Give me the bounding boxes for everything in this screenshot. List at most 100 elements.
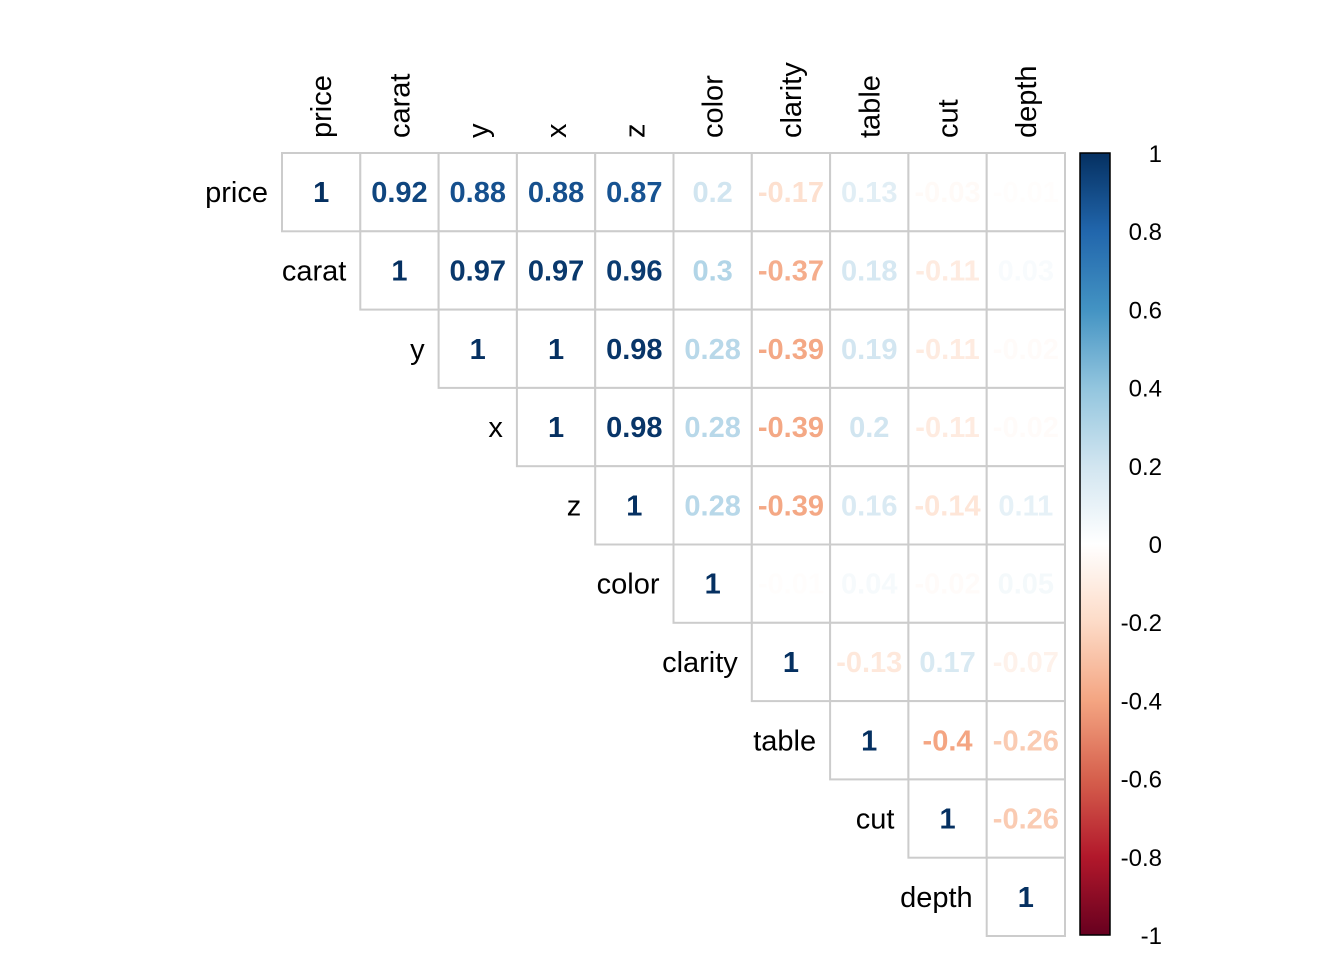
correlation-cells: 1 0.92 0.88 0.88 0.87 0.2 -0.17 0.13 -0.03 -0.01 1…	[281, 152, 1067, 938]
cell-value-price-x: 0.88	[528, 177, 584, 209]
cell-table-table	[829, 700, 910, 781]
cell-carat-y	[437, 230, 518, 311]
cell-value-cut-depth: -0.26	[993, 804, 1059, 836]
cell-value-color-cut: -0.02	[914, 569, 980, 601]
column-label-y: y	[463, 123, 495, 138]
cell-price-carat	[359, 152, 440, 233]
cell-value-carat-clarity: -0.37	[758, 255, 824, 287]
cell-value-y-cut: -0.11	[915, 334, 980, 366]
cell-carat-carat	[359, 230, 440, 311]
cell-value-x-depth: -0.02	[993, 412, 1059, 444]
cell-value-y-y: 1	[470, 334, 486, 366]
cell-value-x-z: 0.98	[606, 412, 662, 444]
legend-tick-label: -0.2	[1121, 610, 1162, 637]
legend-tick-label: -0.8	[1121, 845, 1162, 872]
cell-value-carat-z: 0.96	[606, 255, 662, 287]
cell-x-clarity	[750, 386, 832, 468]
cell-value-y-clarity: -0.39	[758, 334, 824, 366]
cell-value-y-depth: -0.02	[993, 334, 1059, 366]
cell-value-carat-color: 0.3	[692, 255, 732, 287]
cell-clarity-depth	[985, 621, 1067, 703]
cell-value-z-clarity: -0.39	[758, 490, 824, 522]
cell-value-z-depth: 0.11	[998, 490, 1053, 522]
cell-value-x-x: 1	[548, 412, 564, 444]
cell-clarity-table	[829, 621, 910, 703]
legend-tick-label: 0.4	[1129, 376, 1162, 403]
cell-value-depth-depth: 1	[1018, 882, 1034, 914]
cell-value-price-cut: -0.03	[914, 177, 980, 209]
legend-tick-label: 0	[1149, 532, 1162, 559]
legend-tick-label: -0.4	[1121, 688, 1162, 715]
cell-value-y-z: 0.98	[606, 334, 662, 366]
cell-value-color-clarity: -0.01	[758, 569, 824, 601]
cell-price-depth	[985, 152, 1067, 233]
cell-value-y-x: 1	[548, 334, 564, 366]
cell-value-price-clarity: -0.17	[758, 177, 824, 209]
cell-value-y-color: 0.28	[684, 334, 740, 366]
cell-value-clarity-cut: 0.17	[919, 647, 975, 679]
cell-value-price-carat: 0.92	[371, 177, 427, 209]
cell-y-depth	[985, 308, 1067, 389]
cell-value-price-color: 0.2	[692, 177, 732, 209]
cell-cut-cut	[907, 778, 988, 859]
color-legend-bar	[1079, 152, 1111, 936]
column-label-cut: cut	[933, 99, 965, 138]
column-label-price: price	[306, 75, 338, 138]
cell-z-depth	[985, 465, 1067, 546]
column-label-x: x	[541, 123, 573, 138]
cell-color-table	[829, 543, 910, 624]
cell-value-price-z: 0.87	[606, 177, 662, 209]
cell-value-price-depth: -0.01	[993, 177, 1059, 209]
column-label-color: color	[698, 75, 730, 138]
cell-carat-clarity	[750, 230, 832, 311]
row-label-price: price	[205, 177, 268, 209]
legend-tick-label: 0.6	[1129, 297, 1162, 324]
cell-z-cut	[907, 465, 988, 546]
cell-value-price-table: 0.13	[841, 177, 897, 209]
cell-value-clarity-table: -0.13	[836, 647, 902, 679]
row-label-x: x	[488, 412, 503, 444]
cell-value-z-color: 0.28	[684, 490, 740, 522]
row-label-clarity: clarity	[662, 647, 738, 679]
cell-price-color	[672, 152, 753, 233]
cell-value-clarity-clarity: 1	[783, 647, 799, 679]
cell-value-z-z: 1	[626, 490, 642, 522]
cell-value-table-depth: -0.26	[993, 725, 1059, 757]
legend-tick-label: -1	[1141, 923, 1162, 950]
row-label-color: color	[597, 569, 660, 601]
cell-y-color	[672, 308, 753, 389]
cell-value-carat-x: 0.97	[528, 255, 584, 287]
legend-tick-label: 1	[1149, 141, 1162, 168]
color-legend: 1 0.8 0.6 0.4 0.2 0 -0.2 -0.4 -0.6 -0.8 -1	[1079, 141, 1162, 950]
column-labels: price carat y x z color clarity table cut depth	[306, 62, 1043, 138]
cell-value-carat-cut: -0.11	[915, 255, 980, 287]
row-label-table: table	[753, 725, 816, 757]
cell-price-price	[281, 152, 362, 233]
row-label-y: y	[410, 334, 425, 366]
column-label-carat: carat	[384, 74, 416, 138]
cell-value-x-table: 0.2	[849, 412, 889, 444]
column-label-z: z	[619, 124, 651, 139]
cell-value-color-table: 0.04	[841, 569, 897, 601]
legend-tick-label: 0.8	[1129, 219, 1162, 246]
row-label-z: z	[567, 490, 582, 522]
cell-carat-x	[515, 230, 597, 311]
cell-y-table	[829, 308, 910, 389]
cell-value-carat-depth: 0.03	[998, 255, 1054, 287]
cell-color-depth	[985, 543, 1067, 624]
row-label-carat: carat	[282, 255, 346, 287]
color-legend-ticks: 1 0.8 0.6 0.4 0.2 0 -0.2 -0.4 -0.6 -0.8 -1	[1121, 141, 1162, 950]
cell-value-x-color: 0.28	[684, 412, 740, 444]
column-label-depth: depth	[1011, 65, 1043, 138]
cell-value-price-price: 1	[313, 177, 329, 209]
cell-value-carat-y: 0.97	[450, 255, 506, 287]
cell-color-clarity	[750, 543, 832, 624]
cell-z-z	[594, 465, 675, 546]
cell-value-cut-cut: 1	[939, 804, 955, 836]
cell-value-carat-table: 0.18	[841, 255, 897, 287]
cell-value-y-table: 0.19	[841, 334, 897, 366]
cell-value-x-clarity: -0.39	[758, 412, 824, 444]
cell-x-x	[515, 386, 597, 468]
row-label-cut: cut	[856, 804, 895, 836]
